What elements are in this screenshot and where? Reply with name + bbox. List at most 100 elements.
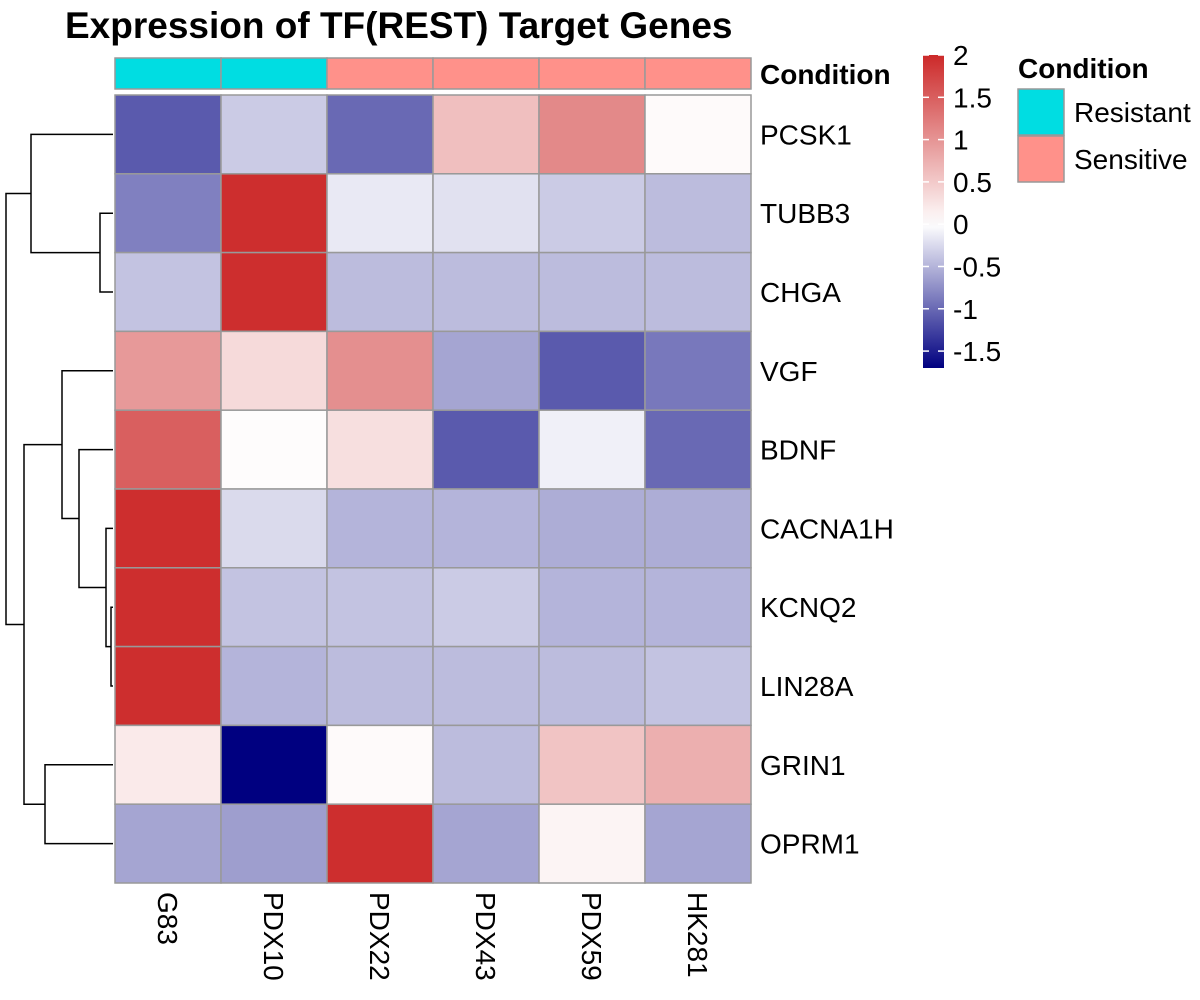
heatmap-cell <box>432 173 540 254</box>
colorbar-tick-label: -1.5 <box>953 336 1001 367</box>
heatmap-cell <box>432 724 540 805</box>
heatmap-cell <box>432 803 540 884</box>
heatmap-cells <box>114 94 752 884</box>
row-label: PCSK1 <box>760 119 852 150</box>
heatmap-cell <box>644 251 752 333</box>
row-dendrogram <box>5 133 113 845</box>
annotation-cell <box>220 57 328 90</box>
row-label: GRIN1 <box>760 750 846 781</box>
heatmap-cell <box>644 488 752 569</box>
heatmap-cell <box>538 330 646 411</box>
legend-swatch <box>1017 88 1065 136</box>
heatmap-cell <box>538 488 646 569</box>
heatmap-cell <box>432 488 540 569</box>
heatmap-cell <box>114 645 222 727</box>
heatmap-cell <box>432 409 540 490</box>
heatmap-cell <box>538 251 646 333</box>
column-label: PDX22 <box>364 892 395 981</box>
dendrogram-branch <box>78 448 113 589</box>
legend-item-label: Sensitive <box>1074 144 1188 175</box>
dendrogram-branch <box>110 606 113 687</box>
dendrogram-branch <box>99 212 113 293</box>
heatmap-cell <box>114 567 222 648</box>
row-label: OPRM1 <box>760 829 860 860</box>
annotation-cell <box>432 57 540 90</box>
row-label: LIN28A <box>760 671 854 702</box>
heatmap-cell <box>114 173 222 254</box>
heatmap-cell <box>432 94 540 175</box>
heatmap-cell <box>220 173 328 254</box>
heatmap-cell <box>538 724 646 805</box>
heatmap-cell <box>220 251 328 333</box>
heatmap-cell <box>538 94 646 175</box>
annotation-cell <box>644 57 752 90</box>
column-label: HK281 <box>682 892 713 978</box>
heatmap-cell <box>326 488 434 569</box>
heatmap-cell <box>326 330 434 411</box>
column-label: G83 <box>152 892 183 945</box>
annotation-cell <box>326 57 434 90</box>
colorbar-tick-label: 1 <box>953 125 969 156</box>
condition-legend: Condition Resistant Sensitive <box>1017 53 1191 183</box>
heatmap-cell <box>644 409 752 490</box>
heatmap-cell <box>644 173 752 254</box>
row-label: CHGA <box>760 277 841 308</box>
heatmap-cell <box>538 645 646 727</box>
heatmap-cell <box>220 409 328 490</box>
column-label: PDX59 <box>576 892 607 981</box>
row-label: KCNQ2 <box>760 592 856 623</box>
heatmap-cell <box>326 94 434 175</box>
dendrogram-branch <box>5 192 31 626</box>
heatmap-cell <box>432 251 540 333</box>
heatmap-cell <box>114 94 222 175</box>
heatmap-cell <box>644 330 752 411</box>
row-label: VGF <box>760 356 818 387</box>
heatmap-cell <box>538 173 646 254</box>
colorbar-tick-label: 0.5 <box>953 167 992 198</box>
heatmap-cell <box>432 645 540 727</box>
annotation-label: Condition <box>760 59 891 90</box>
row-labels: PCSK1 TUBB3 CHGA VGF BDNF CACNA1H KCNQ2 LIN28A G… <box>760 119 894 859</box>
colorbar-tick-label: 2 <box>953 40 969 71</box>
colorbar-tick-label: 0 <box>953 209 969 240</box>
dendrogram-branch <box>61 370 113 520</box>
legend-item-label: Resistant <box>1074 97 1191 128</box>
condition-legend-title: Condition <box>1018 53 1149 84</box>
dendrogram-branch <box>23 443 62 805</box>
annotation-cell <box>538 57 646 90</box>
heatmap-cell <box>432 567 540 648</box>
heatmap-cell <box>538 803 646 884</box>
heatmap-cell <box>114 488 222 569</box>
heatmap-cell <box>432 330 540 411</box>
colorbar-gradient <box>923 55 944 368</box>
colorbar-tick-label: -0.5 <box>953 251 1001 282</box>
legend-swatch <box>1017 135 1065 183</box>
heatmap-cell <box>644 567 752 648</box>
heatmap-cell <box>644 803 752 884</box>
row-label: BDNF <box>760 435 836 466</box>
heatmap-cell <box>220 803 328 884</box>
heatmap-cell <box>220 488 328 569</box>
heatmap-cell <box>326 251 434 333</box>
heatmap-cell <box>114 330 222 411</box>
heatmap-cell <box>326 803 434 884</box>
heatmap-cell <box>644 645 752 727</box>
heatmap-cell <box>220 645 328 727</box>
colorbar-tick-label: 1.5 <box>953 82 992 113</box>
dendrogram-branch <box>44 764 113 845</box>
heatmap-cell <box>220 724 328 805</box>
heatmap-cell <box>220 567 328 648</box>
chart-title: Expression of TF(REST) Target Genes <box>65 5 732 46</box>
row-label: TUBB3 <box>760 198 850 229</box>
heatmap-cell <box>114 251 222 333</box>
heatmap-cell <box>114 803 222 884</box>
heatmap-cell <box>538 409 646 490</box>
heatmap-cell <box>538 567 646 648</box>
heatmap-cell <box>644 94 752 175</box>
heatmap-cell <box>326 724 434 805</box>
dendrogram-branch <box>105 527 113 648</box>
heatmap-cell <box>220 330 328 411</box>
heatmap-cell <box>114 724 222 805</box>
heatmap-cell <box>114 409 222 490</box>
